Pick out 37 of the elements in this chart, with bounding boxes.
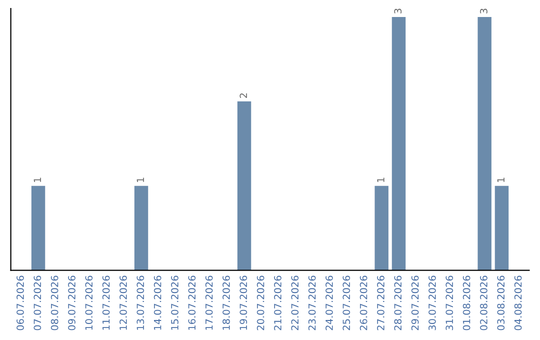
data-label: 1 [377,178,384,182]
data-label: 2 [240,93,247,98]
x-tick-label: 15.07.2026 [171,276,178,330]
x-tick-label: 18.07.2026 [222,276,230,330]
x-tick-label: 23.07.2026 [308,276,316,330]
x-tick-label: 10.07.2026 [85,276,93,330]
x-tick-label: 24.07.2026 [326,276,333,330]
x-tick-label: 26.07.2026 [360,276,368,330]
x-tick-label: 02.08.2026 [480,276,488,330]
x-tick-label: 03.08.2026 [497,276,505,330]
data-label: 1 [497,178,504,182]
x-tick-label: 04.08.2026 [514,276,522,330]
x-tick-label: 14.07.2026 [154,276,162,330]
x-tick-label: 30.07.2026 [428,276,436,330]
x-tick-label: 20.07.2026 [256,276,264,330]
x-tick-label: 25.07.2026 [342,276,350,330]
x-tick-label: 06.07.2026 [16,276,24,330]
x-tick-label: 11.07.2026 [102,276,110,330]
data-label: 3 [480,8,488,14]
x-tick-label: 09.07.2026 [68,276,76,330]
x-tick-label: 13.07.2026 [136,276,144,330]
x-tick-label: 12.07.2026 [120,276,127,330]
data-label: 3 [394,8,402,14]
x-tick-label: 07.07.2026 [34,276,42,330]
x-tick-label: 16.07.2026 [188,276,196,330]
x-tick-label: 17.07.2026 [205,276,213,330]
x-tick-label: 19.07.2026 [240,276,248,330]
x-tick-label: 08.07.2026 [50,276,58,330]
x-tick-label: 28.07.2026 [394,276,402,330]
data-label: 1 [136,178,144,182]
x-tick-label: 27.07.2026 [377,276,384,330]
x-tick-label: 21.07.2026 [274,276,282,330]
x-tick-label: 22.07.2026 [291,276,299,330]
x-tick-label: 01.08.2026 [462,276,470,330]
data-label: 1 [34,178,41,182]
x-tick-label: 31.07.2026 [446,276,454,330]
x-tick-label: 29.07.2026 [411,276,419,330]
